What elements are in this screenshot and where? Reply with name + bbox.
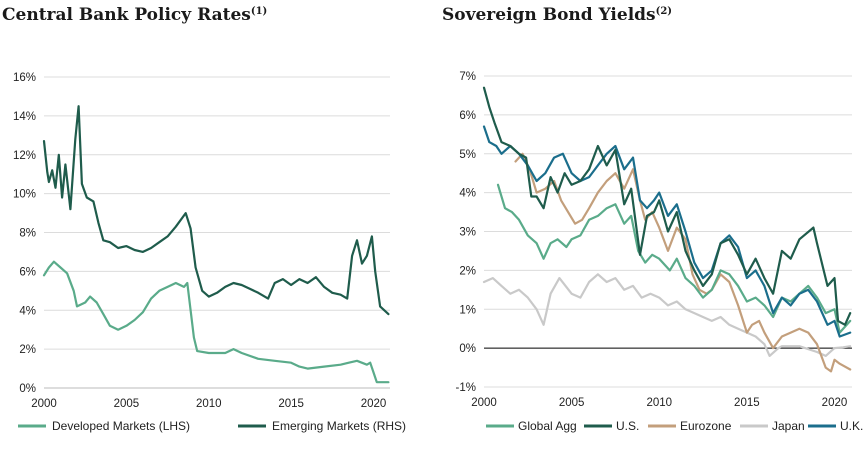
legend-label-japan: Japan [772, 419, 805, 433]
x-tick-label: 2000 [31, 398, 57, 410]
series-line-emerging-markets-rhs [42, 105, 390, 316]
y-tick-label: 1% [459, 304, 476, 316]
x-tick-label: 2000 [471, 397, 497, 409]
y-tick-label: 10% [13, 189, 36, 201]
legend-label-emerging-markets-rhs: Emerging Markets (RHS) [272, 419, 406, 433]
x-tick-label: 2015 [734, 397, 760, 409]
series-line-global-agg [496, 183, 852, 334]
x-tick-label: 2005 [114, 398, 140, 410]
y-tick-label: 4% [19, 305, 36, 317]
x-tick-label: 2010 [196, 398, 222, 410]
y-tick-label: 0% [19, 383, 36, 395]
x-tick-label: 2020 [361, 398, 387, 410]
y-tick-label: 16% [13, 72, 36, 84]
series-line-japan [482, 273, 852, 357]
y-tick-label: 0% [459, 343, 476, 355]
legend-label-u-s: U.S. [616, 419, 639, 433]
y-tick-label: -1% [456, 382, 476, 394]
y-tick-label: 7% [459, 71, 476, 83]
y-tick-label: 2% [19, 344, 36, 356]
x-tick-label: 2010 [646, 397, 672, 409]
series-line-u-k [482, 125, 852, 338]
policy-rates-chart: Central Bank Policy Rates(1) 0% 2% 4% 6% 8% 1… [2, 5, 406, 433]
y-tick-label: 14% [13, 111, 36, 123]
bond-yields-title: Sovereign Bond Yields(2) [442, 5, 672, 25]
x-tick-label: 2015 [278, 398, 304, 410]
series-line-developed-markets-lhs [42, 260, 390, 384]
x-tick-label: 2020 [822, 397, 848, 409]
y-tick-label: 2% [459, 265, 476, 277]
legend-label-global-agg: Global Agg [518, 419, 577, 433]
legend-label-eurozone: Eurozone [680, 419, 732, 433]
y-tick-label: 12% [13, 150, 36, 162]
legend-label-developed-markets-lhs: Developed Markets (LHS) [52, 419, 190, 433]
series-line-eurozone [514, 152, 852, 373]
policy-rates-title: Central Bank Policy Rates(1) [2, 5, 267, 25]
y-tick-label: 6% [19, 266, 36, 278]
series-line-u-s [482, 86, 852, 326]
y-tick-label: 6% [459, 110, 476, 122]
y-tick-label: 8% [19, 228, 36, 240]
x-tick-label: 2005 [559, 397, 585, 409]
y-tick-label: 3% [459, 227, 476, 239]
legend-label-u-k: U.K. [840, 419, 863, 433]
y-tick-label: 5% [459, 149, 476, 161]
bond-yields-chart: Sovereign Bond Yields(2) -1% 0% 1% 2% 3% 4% 5%… [442, 5, 863, 433]
y-tick-label: 4% [459, 188, 476, 200]
